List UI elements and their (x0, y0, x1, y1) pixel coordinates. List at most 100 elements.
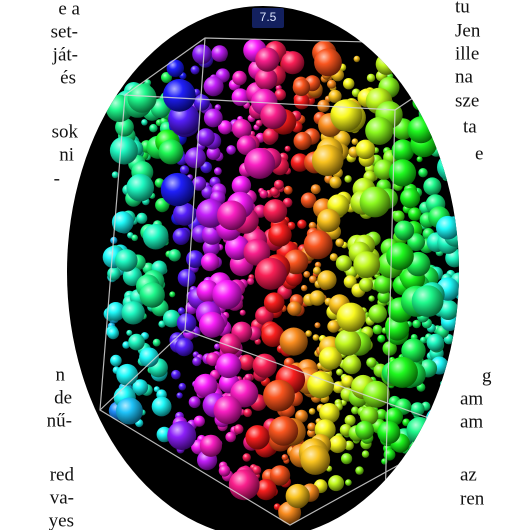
sphere (317, 270, 336, 289)
sphere (171, 370, 181, 380)
sphere (413, 72, 440, 99)
sphere (458, 225, 466, 233)
sphere (159, 139, 184, 164)
sphere (107, 327, 119, 339)
sphere (167, 60, 184, 77)
sphere (301, 445, 331, 475)
sphere (376, 53, 398, 75)
sphere (436, 98, 447, 109)
sphere (433, 55, 446, 68)
sphere (212, 280, 242, 310)
sphere (329, 176, 341, 188)
sphere (112, 171, 119, 178)
sphere (311, 184, 321, 194)
sphere (293, 79, 310, 96)
sphere (444, 407, 455, 418)
sphere (411, 45, 422, 56)
sphere (345, 479, 352, 486)
left-column-text: de (54, 387, 72, 408)
sphere (143, 224, 169, 250)
sphere (229, 469, 260, 500)
sphere (177, 392, 183, 398)
sphere (353, 251, 380, 278)
sphere (352, 138, 359, 145)
sphere (263, 199, 287, 223)
sphere (287, 301, 302, 316)
left-column-text: sok (52, 121, 79, 142)
right-column-text: tu (455, 0, 470, 17)
sphere (253, 354, 277, 378)
sphere (115, 249, 138, 272)
sphere (194, 416, 205, 427)
sphere (394, 221, 414, 241)
sphere (314, 49, 342, 77)
sphere (427, 334, 444, 351)
sphere (426, 407, 450, 431)
sphere (286, 484, 310, 508)
sphere (440, 56, 452, 68)
right-column-text: sze (455, 90, 479, 111)
sphere (336, 255, 352, 271)
left-column-text: e a (58, 0, 80, 19)
sphere (204, 109, 223, 128)
sphere (386, 242, 414, 270)
sphere (355, 421, 374, 440)
sphere (367, 74, 375, 82)
sphere (430, 127, 439, 136)
sphere (268, 223, 292, 247)
sphere (312, 145, 344, 177)
sphere (315, 322, 321, 328)
sphere (161, 173, 194, 206)
left-column-text: red (50, 464, 75, 485)
sphere (436, 216, 460, 240)
right-column-text: ta (463, 116, 477, 137)
sphere (255, 48, 279, 72)
sphere (313, 334, 320, 341)
sphere (192, 357, 201, 366)
sphere (377, 335, 385, 343)
left-column-text: ni (59, 144, 74, 165)
sphere (303, 271, 310, 278)
sphere (344, 175, 351, 182)
sphere (264, 292, 285, 313)
sphere (217, 201, 247, 231)
right-column-text: ille (455, 43, 479, 64)
sphere (219, 333, 241, 355)
sphere (330, 99, 362, 131)
sphere (437, 60, 447, 70)
sphere (425, 105, 442, 122)
sphere (200, 435, 222, 457)
sphere (294, 132, 312, 150)
sphere (247, 278, 254, 285)
badge-label: 7.5 (260, 10, 277, 24)
sphere (269, 416, 299, 446)
left-column-text: set- (51, 21, 78, 42)
sphere (127, 84, 156, 113)
sphere (408, 207, 421, 220)
sphere (126, 330, 132, 336)
sphere (226, 145, 236, 155)
sphere (186, 250, 204, 268)
sphere (413, 96, 428, 111)
sphere (365, 117, 393, 145)
sphere (179, 383, 187, 391)
sphere (169, 291, 175, 297)
sphere (304, 230, 333, 259)
sphere (327, 80, 336, 89)
sphere (343, 78, 354, 89)
sphere (459, 216, 468, 225)
sphere (141, 119, 147, 125)
sphere (402, 46, 411, 55)
sphere (400, 188, 420, 208)
sphere (362, 450, 369, 457)
sphere (131, 235, 138, 242)
sphere (436, 130, 451, 145)
sphere (189, 396, 201, 408)
left-column-text: és (60, 67, 76, 88)
sphere (297, 220, 306, 229)
sphere (192, 45, 212, 65)
sphere (167, 421, 196, 450)
sphere (140, 282, 165, 307)
sphere (377, 421, 400, 444)
sphere (432, 103, 445, 116)
